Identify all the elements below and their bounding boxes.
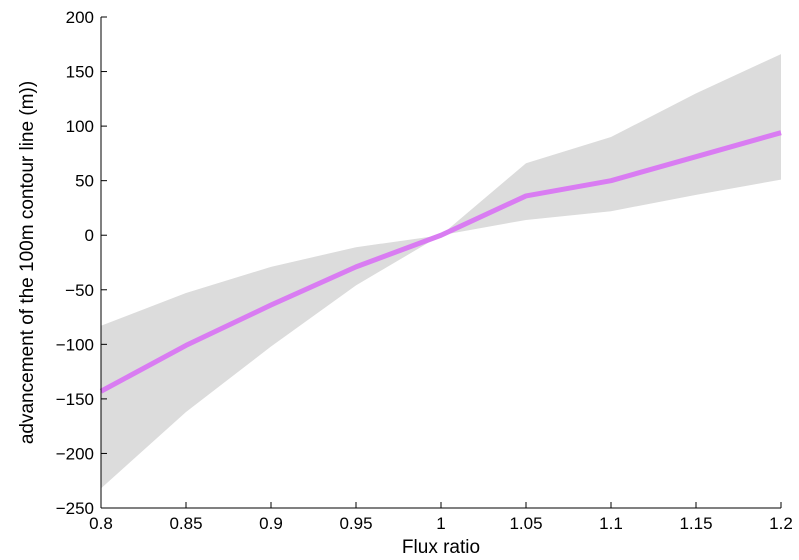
x-tick-label: 1.15	[679, 514, 712, 533]
y-tick-label: −200	[56, 444, 94, 463]
x-tick-label: 1	[436, 514, 445, 533]
confidence-band	[101, 54, 781, 489]
x-tick-label: 0.95	[339, 514, 372, 533]
y-tick-label: 150	[66, 63, 94, 82]
axes	[100, 17, 781, 509]
y-axis-ticks: 200 150 100 50 0 −50 −100 −150 −200 −250	[56, 8, 107, 518]
confidence-band-layer	[101, 54, 781, 489]
y-tick-label: −150	[56, 390, 94, 409]
x-tick-label: 0.9	[259, 514, 283, 533]
x-tick-label: 1.1	[599, 514, 623, 533]
series-line-layer	[99, 130, 782, 394]
y-tick-label: 100	[66, 117, 94, 136]
y-tick-label: 200	[66, 8, 94, 27]
y-axis-title: advancement of the 100m contour line (m)…	[17, 81, 38, 444]
y-tick-label: 50	[75, 172, 94, 191]
x-tick-label: 1.2	[769, 514, 793, 533]
x-axis-ticks: 0.8 0.85 0.9 0.95 1 1.05 1.1 1.15 1.2	[89, 502, 793, 533]
x-tick-label: 0.85	[169, 514, 202, 533]
x-tick-label: 1.05	[509, 514, 542, 533]
y-tick-label: −250	[56, 499, 94, 518]
y-tick-label: 0	[85, 226, 94, 245]
y-tick-label: −100	[56, 335, 94, 354]
x-axis-title: Flux ratio	[402, 537, 480, 558]
series-line	[99, 130, 782, 394]
x-tick-label: 0.8	[89, 514, 113, 533]
y-tick-label: −50	[65, 281, 94, 300]
